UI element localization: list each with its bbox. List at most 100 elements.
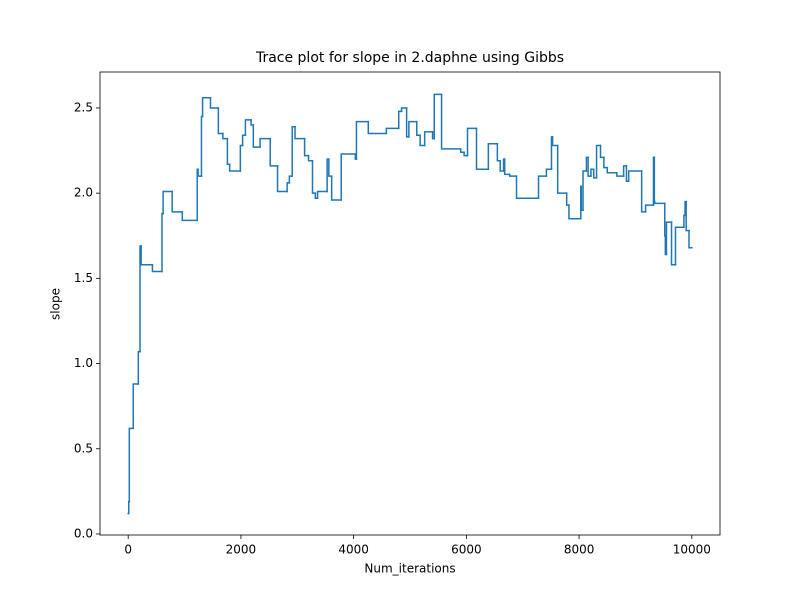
y-tick-label: 2.5 bbox=[74, 100, 93, 114]
trace-step bbox=[311, 160, 317, 194]
trace-step bbox=[416, 120, 421, 136]
trace-step bbox=[590, 168, 595, 177]
trace-step bbox=[307, 154, 314, 162]
trace-step bbox=[670, 221, 677, 266]
trace-step bbox=[217, 107, 224, 135]
trace-step bbox=[595, 144, 602, 179]
trace-step bbox=[250, 119, 255, 126]
trace-step bbox=[385, 127, 400, 135]
trace-step bbox=[599, 144, 605, 159]
trace-step bbox=[241, 134, 247, 147]
y-axis-label: slope bbox=[49, 288, 63, 320]
x-tick-label: 10000 bbox=[673, 543, 711, 557]
trace-step bbox=[616, 171, 625, 177]
y-tick-label: 1.0 bbox=[74, 356, 93, 370]
y-tick-label: 2.0 bbox=[74, 186, 93, 200]
x-axis-label: Num_iterations bbox=[364, 562, 455, 576]
x-tick-label: 8000 bbox=[564, 543, 595, 557]
trace-step bbox=[592, 168, 598, 179]
trace-step bbox=[171, 190, 184, 213]
trace-step bbox=[228, 163, 242, 172]
trace-step bbox=[127, 500, 131, 515]
trace-step bbox=[665, 221, 673, 256]
y-tick-label: 0.0 bbox=[74, 526, 93, 540]
trace-step bbox=[503, 158, 511, 176]
trace-step bbox=[496, 142, 501, 162]
trace-step bbox=[161, 212, 164, 273]
trace-step bbox=[137, 350, 141, 385]
trace-step bbox=[606, 166, 618, 174]
trace-step bbox=[330, 175, 342, 201]
trace-step bbox=[509, 173, 518, 177]
trace-step bbox=[151, 263, 163, 273]
trace-step bbox=[244, 119, 252, 136]
x-tick-label: 0 bbox=[124, 543, 132, 557]
trace-step bbox=[252, 124, 261, 148]
trace-step bbox=[653, 200, 666, 205]
trace-step bbox=[622, 165, 628, 177]
trace-step bbox=[294, 125, 306, 140]
trace-step bbox=[408, 120, 418, 138]
trace-step bbox=[226, 137, 231, 165]
x-tick-label: 6000 bbox=[451, 543, 482, 557]
trace-step bbox=[459, 148, 465, 154]
trace-step bbox=[440, 93, 462, 150]
trace-step bbox=[201, 96, 212, 118]
trace-step bbox=[537, 175, 548, 200]
trace-step bbox=[582, 170, 588, 211]
trace-step bbox=[128, 427, 135, 503]
trace-step bbox=[140, 245, 154, 266]
trace-step bbox=[132, 383, 140, 430]
trace-step bbox=[286, 182, 291, 193]
trace-step bbox=[515, 175, 540, 200]
trace-step bbox=[291, 125, 296, 177]
trace-step bbox=[499, 160, 505, 172]
trace-step bbox=[316, 190, 328, 200]
trace-step bbox=[683, 214, 686, 228]
trace-step bbox=[400, 107, 408, 113]
y-tick-label: 0.5 bbox=[74, 441, 93, 455]
trace-step bbox=[475, 127, 490, 171]
trace-step bbox=[685, 200, 690, 232]
trace-step bbox=[239, 144, 244, 172]
trace-step bbox=[314, 192, 319, 200]
plot-area bbox=[99, 71, 721, 536]
trace-step bbox=[405, 107, 410, 138]
trace-step bbox=[640, 170, 647, 213]
trace-step bbox=[627, 170, 643, 182]
trace-step bbox=[397, 110, 403, 130]
trace-step bbox=[466, 127, 478, 157]
trace-step bbox=[674, 226, 685, 266]
trace-step bbox=[181, 211, 198, 222]
y-tick-label: 1.5 bbox=[74, 271, 93, 285]
trace-step bbox=[355, 120, 370, 160]
trace-step bbox=[288, 175, 293, 184]
trace-step bbox=[303, 137, 310, 157]
trace-step bbox=[419, 134, 426, 147]
trace-step bbox=[625, 165, 630, 182]
trace-step bbox=[664, 202, 667, 237]
trace-step bbox=[269, 137, 279, 167]
chart-title: Trace plot for slope in 2.daphne using G… bbox=[255, 50, 564, 66]
trace-step bbox=[565, 192, 570, 206]
trace-step bbox=[197, 168, 203, 177]
trace-step bbox=[200, 115, 204, 177]
trace-step bbox=[367, 120, 388, 135]
trace-step bbox=[688, 229, 693, 249]
trace-step bbox=[340, 153, 357, 201]
trace-step bbox=[162, 190, 173, 215]
trace-step bbox=[568, 204, 582, 220]
trace-step bbox=[545, 168, 553, 177]
trace-step bbox=[433, 93, 443, 140]
trace-step bbox=[551, 136, 559, 147]
trace-step bbox=[644, 204, 655, 213]
trace-step bbox=[276, 165, 288, 193]
trace-step bbox=[259, 137, 271, 148]
trace-step bbox=[603, 156, 609, 169]
x-tick-label: 4000 bbox=[338, 543, 369, 557]
trace-step bbox=[487, 142, 499, 171]
trace-step bbox=[587, 156, 592, 177]
x-tick-label: 2000 bbox=[226, 543, 257, 557]
trace-step bbox=[328, 158, 333, 177]
